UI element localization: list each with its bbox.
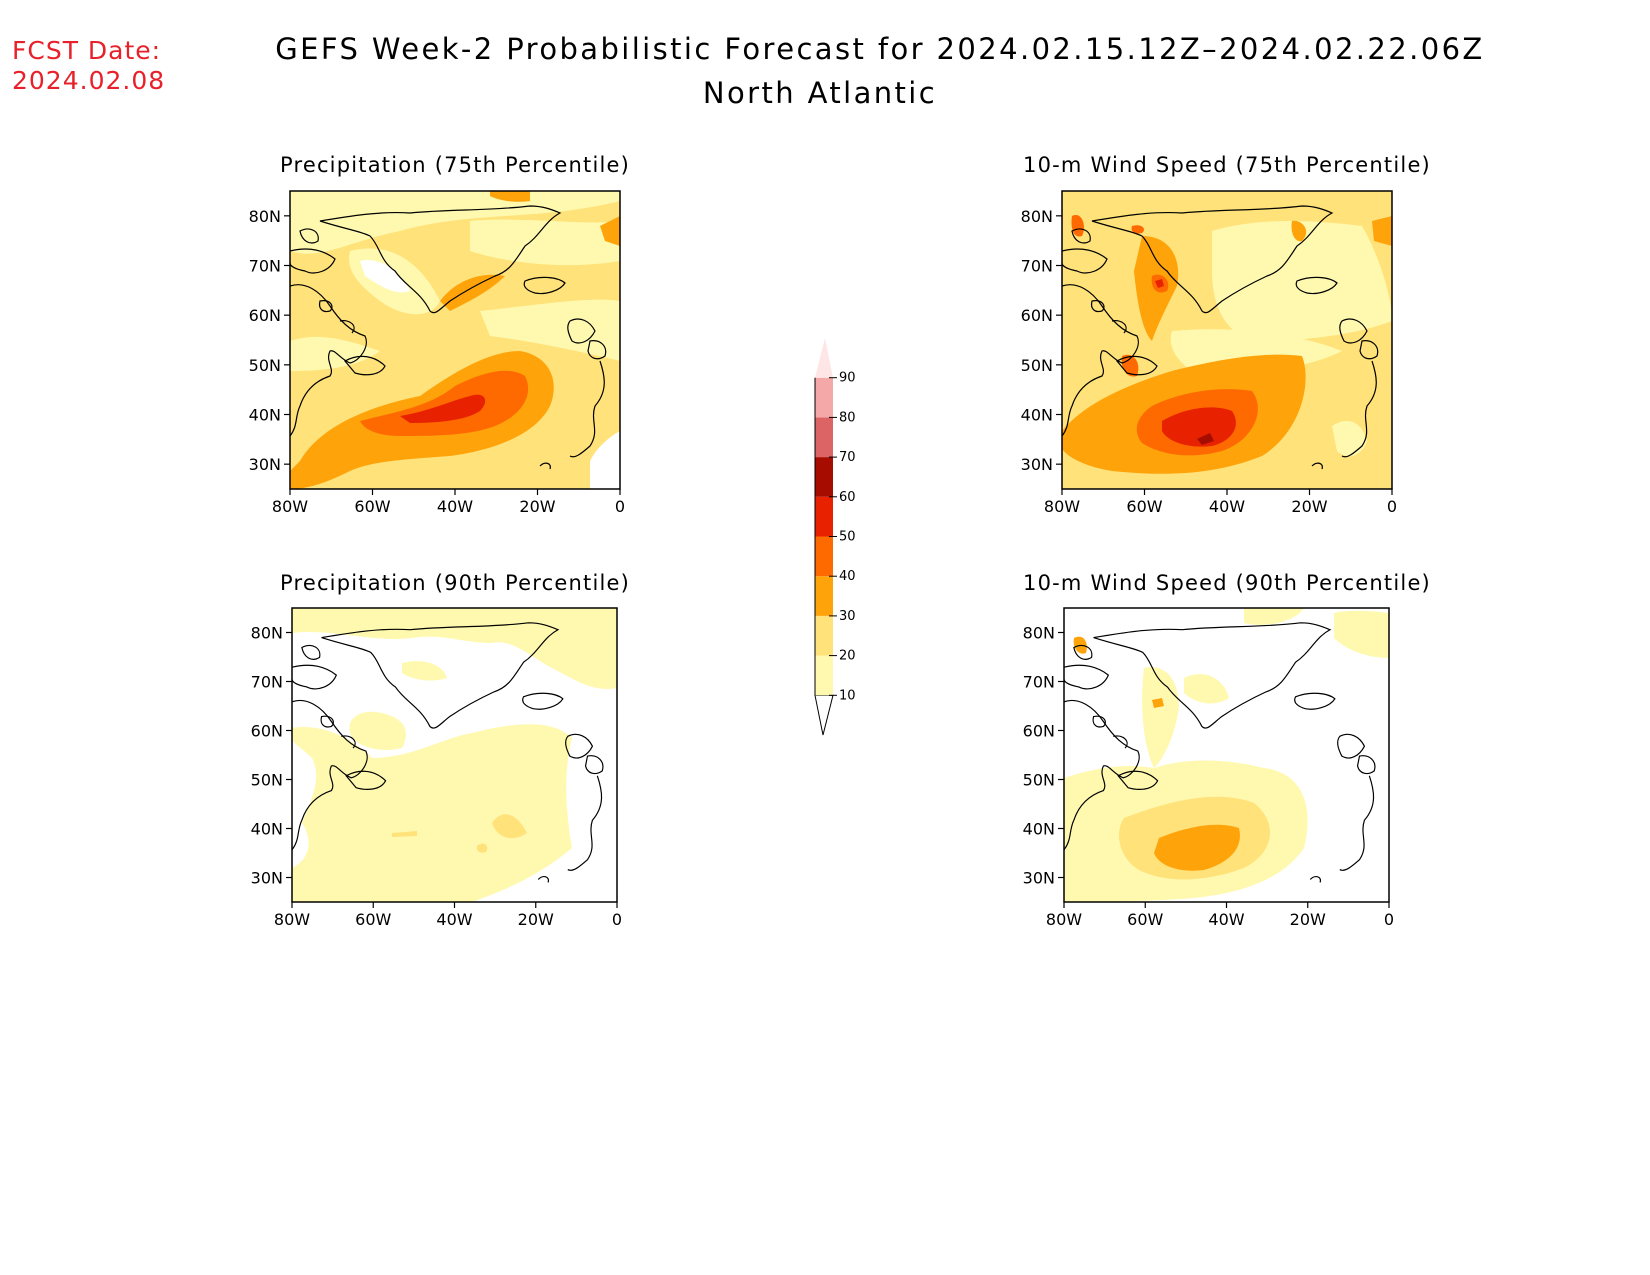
lat-tick-label: 80N	[251, 624, 283, 643]
lon-tick-label: 40W	[1208, 910, 1244, 929]
colorbar-level-label: 80	[839, 410, 856, 425]
forecast-date-caption: FCST Date:	[12, 36, 162, 65]
lat-tick-label: 80N	[1023, 624, 1055, 643]
lat-tick-label: 70N	[251, 673, 283, 692]
lon-tick-label: 0	[615, 497, 625, 516]
colorbar-level-label: 70	[839, 450, 856, 465]
lon-tick-label: 80W	[1046, 910, 1082, 929]
lat-tick-label: 70N	[1023, 673, 1055, 692]
lon-tick-label: 0	[1387, 497, 1397, 516]
lat-tick-label: 40N	[1023, 820, 1055, 839]
lon-tick-label: 80W	[272, 497, 308, 516]
forecast-date-value: 2024.02.08	[12, 66, 166, 95]
lat-tick-label: 40N	[1021, 406, 1053, 425]
lat-tick-label: 60N	[1021, 306, 1053, 325]
colorbar-swatch	[815, 457, 833, 497]
colorbar-swatch	[815, 615, 833, 656]
colorbar-swatch	[815, 417, 833, 458]
lon-tick-label: 40W	[437, 497, 473, 516]
colorbar: 10 20 30 40 50 60 70 80 90	[814, 338, 856, 736]
colorbar-level-label: 90	[839, 371, 856, 386]
colorbar-level-label: 30	[839, 609, 856, 624]
colorbar-low-triangle	[814, 694, 834, 736]
lat-tick-label: 40N	[249, 406, 281, 425]
lat-tick-label: 50N	[251, 771, 283, 790]
axis-labels-wind-75: 80W 60W 40W 20W 0 80N 70N 60N 50N 40N 30N	[1021, 207, 1397, 516]
lon-tick-label: 20W	[518, 910, 554, 929]
lat-tick-label: 30N	[249, 455, 281, 474]
map-precip-90: Precipitation (90th Percentile) 80W 60W 40…	[251, 571, 630, 930]
lat-tick-label: 60N	[1023, 722, 1055, 741]
colorbar-swatch	[815, 377, 833, 418]
region-subtitle: North Atlantic	[702, 76, 938, 110]
axis-labels-precip-75: 80W 60W 40W 20W 0 80N 70N 60N 50N 40N 30N	[249, 207, 625, 516]
map-wind-75: 10-m Wind Speed (75th Percentile) 80W 60W…	[1021, 153, 1431, 516]
colorbar-swatch	[815, 655, 833, 696]
lon-tick-label: 0	[1384, 910, 1394, 929]
lon-tick-label: 40W	[436, 910, 472, 929]
colorbar-level-label: 10	[839, 688, 856, 703]
lat-tick-label: 60N	[251, 722, 283, 741]
colorbar-high-triangle	[815, 338, 833, 378]
panel-title-precip-90: Precipitation (90th Percentile)	[280, 571, 630, 595]
lat-tick-label: 40N	[251, 820, 283, 839]
panel-title-wind-75: 10-m Wind Speed (75th Percentile)	[1023, 153, 1431, 177]
lon-tick-label: 20W	[1291, 497, 1327, 516]
lat-tick-label: 50N	[1023, 771, 1055, 790]
lat-tick-label: 60N	[249, 306, 281, 325]
lat-tick-label: 70N	[1021, 257, 1053, 276]
map-precip-75: Precipitation (75th Percentile) 80W 60W 40…	[249, 153, 630, 516]
lon-tick-label: 20W	[1290, 910, 1326, 929]
forecast-date-label: FCST Date: 2024.02.08	[12, 36, 165, 96]
colorbar-level-label: 20	[839, 649, 856, 664]
lon-tick-label: 60W	[1127, 910, 1163, 929]
axis-labels-wind-90: 80W 60W 40W 20W 0 80N 70N 60N 50N 40N 30N	[1023, 624, 1394, 930]
lon-tick-label: 60W	[354, 497, 390, 516]
colorbar-swatch	[815, 536, 833, 577]
colorbar-swatch	[815, 576, 833, 616]
main-title: GEFS Week-2 Probabilistic Forecast for 2…	[275, 32, 1485, 66]
axis-labels-precip-90: 80W 60W 40W 20W 0 80N 70N 60N 50N 40N 30N	[251, 624, 622, 930]
lat-tick-label: 30N	[1021, 455, 1053, 474]
lon-tick-label: 60W	[1126, 497, 1162, 516]
colorbar-level-label: 50	[839, 530, 856, 545]
colorbar-level-label: 40	[839, 569, 856, 584]
lat-tick-label: 70N	[249, 257, 281, 276]
lon-tick-label: 80W	[1044, 497, 1080, 516]
map-wind-90: 10-m Wind Speed (90th Percentile) 80W 60W…	[1023, 571, 1431, 930]
lon-tick-label: 20W	[519, 497, 555, 516]
lon-tick-label: 80W	[274, 910, 310, 929]
panel-title-wind-90: 10-m Wind Speed (90th Percentile)	[1023, 571, 1431, 595]
lat-tick-label: 50N	[1021, 356, 1053, 375]
lat-tick-label: 80N	[249, 207, 281, 226]
colorbar-level-label: 60	[839, 490, 856, 505]
lon-tick-label: 0	[612, 910, 622, 929]
colorbar-swatch	[815, 496, 833, 537]
lat-tick-label: 50N	[249, 356, 281, 375]
lon-tick-label: 60W	[355, 910, 391, 929]
lon-tick-label: 40W	[1209, 497, 1245, 516]
panel-title-precip-75: Precipitation (75th Percentile)	[280, 153, 630, 177]
lat-tick-label: 30N	[1023, 869, 1055, 888]
lat-tick-label: 30N	[251, 869, 283, 888]
lat-tick-label: 80N	[1021, 207, 1053, 226]
